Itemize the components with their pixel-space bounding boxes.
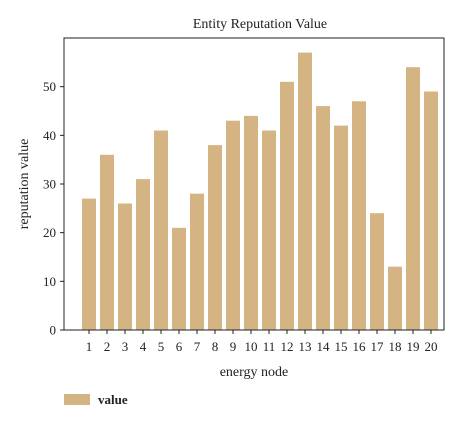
bar-8: [208, 145, 222, 330]
bar-9: [226, 120, 240, 330]
y-axis: 0 10 20 30 40 50: [43, 79, 64, 338]
bar-15: [334, 125, 348, 330]
x-tick-label-16: 16: [353, 339, 367, 354]
x-tick-label-12: 12: [281, 339, 294, 354]
bar-5: [154, 130, 168, 330]
y-tick-label-20: 20: [43, 225, 56, 240]
bar-2: [100, 154, 114, 330]
bar-20: [424, 91, 438, 330]
x-tick-label-19: 19: [407, 339, 420, 354]
x-tick-label-5: 5: [158, 339, 165, 354]
x-tick-label-2: 2: [104, 339, 111, 354]
x-tick-label-8: 8: [212, 339, 219, 354]
bar-1: [82, 198, 96, 330]
y-tick-label-30: 30: [43, 177, 56, 192]
bar-7: [190, 193, 204, 330]
x-tick-label-15: 15: [335, 339, 348, 354]
bar-4: [136, 179, 150, 330]
x-tick-label-1: 1: [86, 339, 93, 354]
x-axis: 1 2 3 4 5 6 7 8 9 10 11 12 13 14 15 16 17 18 19 20: [86, 330, 438, 354]
x-tick-label-20: 20: [425, 339, 438, 354]
y-tick-label-40: 40: [43, 128, 56, 143]
bar-10: [244, 115, 258, 331]
bar-14: [316, 106, 330, 330]
legend-label: value: [98, 392, 128, 407]
bar-13: [298, 52, 312, 330]
y-axis-label: reputation value: [17, 139, 32, 230]
bar-6: [172, 227, 186, 330]
legend: value: [64, 392, 128, 407]
y-tick-label-0: 0: [50, 323, 57, 338]
legend-swatch: [64, 394, 90, 405]
x-tick-label-11: 11: [263, 339, 276, 354]
bar-12: [280, 81, 294, 330]
bar-18: [388, 266, 402, 330]
bar-16: [352, 101, 366, 330]
x-tick-label-3: 3: [122, 339, 129, 354]
bar-3: [118, 203, 132, 330]
bar-17: [370, 213, 384, 330]
x-tick-label-14: 14: [317, 339, 331, 354]
x-tick-label-17: 17: [371, 339, 385, 354]
chart-title: Entity Reputation Value: [193, 17, 327, 32]
bar-11: [262, 130, 276, 330]
x-tick-label-7: 7: [194, 339, 201, 354]
x-tick-label-4: 4: [140, 339, 147, 354]
x-tick-label-13: 13: [299, 339, 312, 354]
bar-19: [406, 67, 420, 330]
x-tick-label-9: 9: [230, 339, 237, 354]
x-tick-label-10: 10: [245, 339, 258, 354]
y-tick-label-50: 50: [43, 79, 56, 94]
x-tick-label-18: 18: [389, 339, 402, 354]
y-tick-label-10: 10: [43, 274, 56, 289]
bars-group: [82, 52, 438, 331]
x-tick-label-6: 6: [176, 339, 183, 354]
x-axis-label: energy node: [220, 365, 289, 380]
